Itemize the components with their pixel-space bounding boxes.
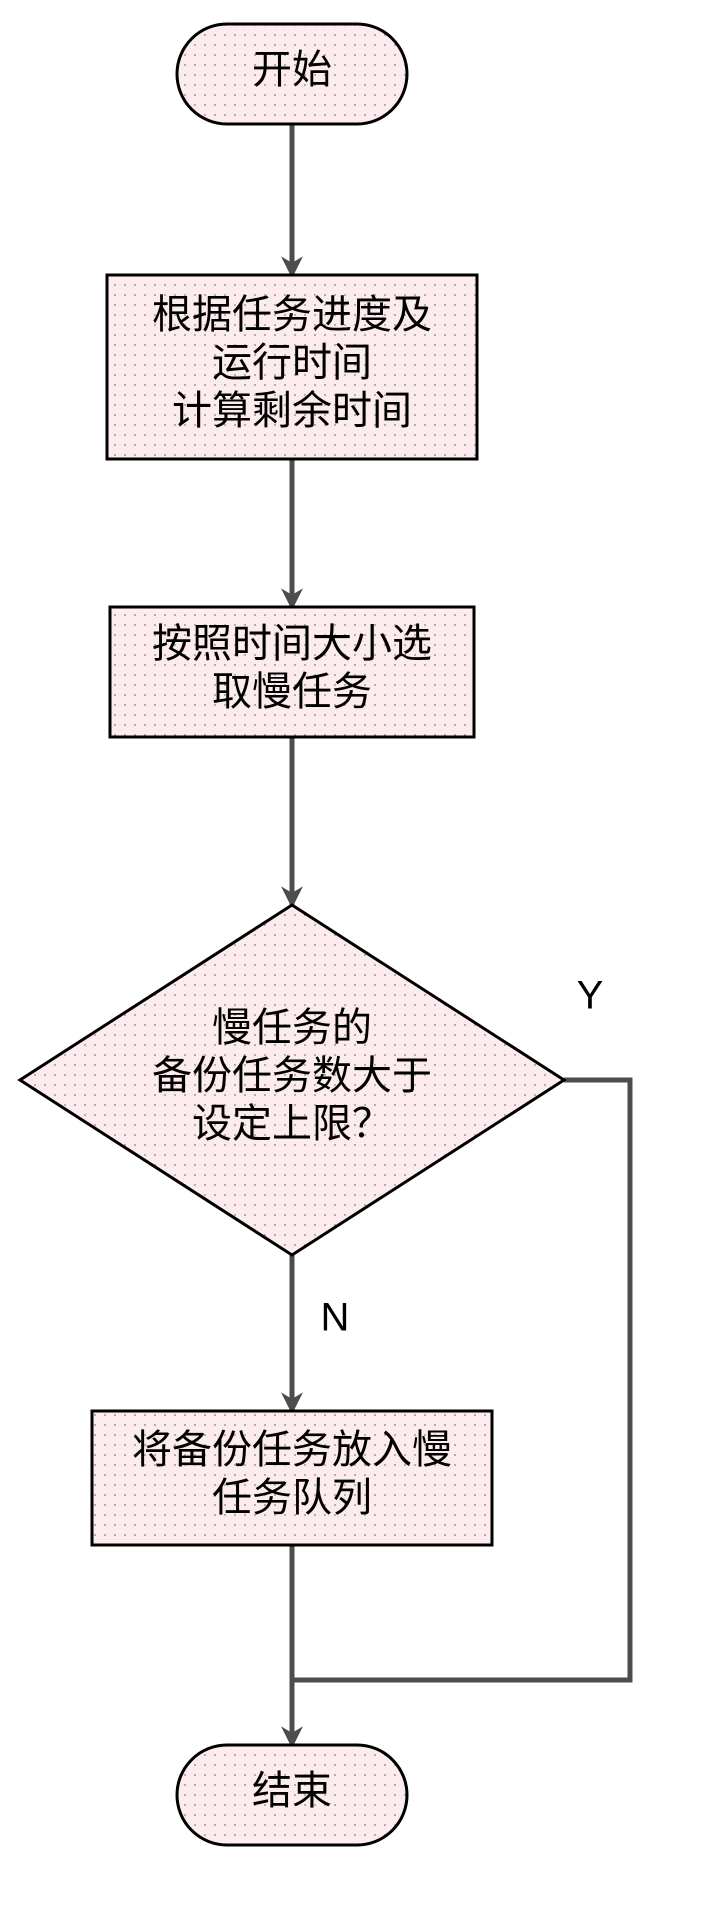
node-end: 结束 xyxy=(177,1745,407,1845)
node-label-line: 取慢任务 xyxy=(212,669,372,714)
node-label-line: 根据任务进度及 xyxy=(152,292,432,337)
node-label-line: 计算剩余时间 xyxy=(172,388,412,433)
node-start: 开始 xyxy=(177,24,407,124)
node-label-line: 设定上限？ xyxy=(192,1101,392,1146)
node-select: 按照时间大小选取慢任务 xyxy=(110,607,474,737)
node-label-line: 将备份任务放入慢 xyxy=(132,1427,452,1472)
edge-label: Y xyxy=(577,974,604,1018)
node-label-line: 按照时间大小选 xyxy=(152,621,432,666)
node-label-line: 结束 xyxy=(252,1768,332,1813)
node-label-line: 任务队列 xyxy=(212,1475,372,1520)
edge-label: N xyxy=(321,1296,350,1340)
node-decision: 慢任务的备份任务数大于设定上限？ xyxy=(20,905,564,1255)
node-calc: 根据任务进度及运行时间计算剩余时间 xyxy=(107,275,477,459)
node-label-line: 备份任务数大于 xyxy=(152,1053,432,1098)
node-enqueue: 将备份任务放入慢任务队列 xyxy=(92,1411,492,1545)
node-label-line: 慢任务的 xyxy=(212,1005,372,1050)
node-label-line: 开始 xyxy=(252,47,332,92)
node-label-line: 运行时间 xyxy=(212,340,372,385)
